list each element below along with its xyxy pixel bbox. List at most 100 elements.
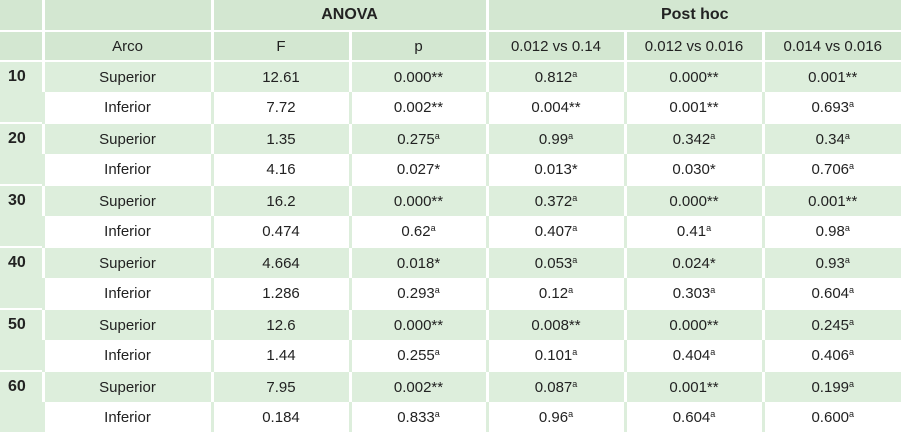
superscript: a (434, 408, 440, 419)
table-row: 20 Superior 1.35 0.275a 0.99a 0.342a 0.34a (0, 122, 901, 185)
value-cell: 0.93a (761, 246, 901, 278)
value-cell: 0.008** (485, 308, 625, 340)
superscript: a (710, 346, 716, 357)
value-text: 0.004** (531, 98, 581, 116)
value-cell: 0.184 (210, 402, 350, 432)
superscript: a (849, 378, 855, 389)
value-text: 0.693 (811, 98, 850, 116)
arco-cell: Inferior (41, 92, 212, 123)
group-header-row: ANOVA Post hoc (0, 0, 901, 32)
value-cell: 0.62a (348, 216, 487, 247)
table-row: Inferior 7.72 0.002** 0.004** 0.001** 0.693a (0, 92, 901, 123)
superscript: a (844, 130, 850, 141)
table-row: Inferior 1.44 0.255a 0.101a 0.404a 0.406a (0, 340, 901, 371)
value-text: 0.303 (672, 284, 711, 302)
value-text: 0.000** (669, 192, 719, 210)
superscript: a (849, 346, 855, 357)
value-cell: 0.001** (623, 92, 763, 123)
table-row: Inferior 1.286 0.293a 0.12a 0.303a 0.604a (0, 278, 901, 309)
value-cell: 0.407a (485, 216, 625, 247)
table-row: 60 Superior 7.95 0.002** 0.087a 0.001** 0.199a (0, 370, 901, 432)
value-text: 0.93 (815, 254, 845, 272)
group-title: ANOVA (210, 0, 487, 32)
value-text: 0.101 (534, 346, 573, 364)
value-cell: 1.44 (210, 340, 350, 371)
value-text: 0.62 (401, 222, 431, 240)
superscript: a (710, 284, 716, 295)
value-text: 0.812 (534, 68, 573, 86)
value-cell: 0.812a (485, 60, 625, 92)
value-cell: 12.6 (210, 308, 350, 340)
value-cell: 0.275a (348, 122, 487, 154)
value-cell: 0.342a (623, 122, 763, 154)
value-cell: 0.000** (348, 184, 487, 216)
arco-cell: Inferior (41, 154, 212, 185)
group-label: 10 (0, 60, 43, 123)
value-cell: 0.000** (348, 308, 487, 340)
value-text: 0.99 (538, 130, 569, 148)
superscript: a (849, 408, 855, 419)
empty-cell (0, 0, 43, 32)
superscript: a (572, 378, 578, 389)
value-cell: 0.024* (623, 246, 763, 278)
value-text: 1.286 (262, 284, 300, 302)
value-cell: 0.706a (761, 154, 901, 185)
value-text: 16.2 (266, 192, 296, 210)
column-header: F (210, 31, 350, 62)
value-cell: 0.087a (485, 370, 625, 402)
value-cell: 0.001** (761, 184, 901, 216)
value-cell: 0.018* (348, 246, 487, 278)
superscript: a (849, 160, 855, 171)
value-cell: 0.199a (761, 370, 901, 402)
value-text: 1.44 (266, 346, 296, 364)
superscript: a (572, 192, 578, 203)
table-row: Inferior 0.474 0.62a 0.407a 0.41a 0.98a (0, 216, 901, 247)
value-text: 0.000** (393, 192, 444, 210)
arco-cell: Superior (41, 246, 212, 278)
arco-cell: Superior (41, 370, 212, 402)
value-cell: 0.372a (485, 184, 625, 216)
empty-cell (0, 31, 43, 62)
value-text: 12.6 (266, 316, 296, 334)
value-cell: 7.72 (210, 92, 350, 123)
superscript: a (568, 284, 574, 295)
value-text: 0.41 (676, 222, 707, 240)
value-text: 0.013* (534, 160, 578, 178)
arco-cell: Inferior (41, 340, 212, 371)
superscript: a (434, 346, 440, 357)
value-text: 0.245 (811, 316, 850, 334)
value-cell: 0.013* (485, 154, 625, 185)
value-text: 0.000** (669, 316, 719, 334)
superscript: a (710, 130, 716, 141)
value-text: 7.95 (266, 378, 296, 396)
group-label: 30 (0, 184, 43, 247)
superscript: a (849, 98, 855, 109)
value-cell: 0.027* (348, 154, 487, 185)
value-cell: 0.101a (485, 340, 625, 371)
superscript: a (568, 408, 574, 419)
value-cell: 0.002** (348, 370, 487, 402)
value-text: 0.604 (672, 408, 711, 426)
group-label: 40 (0, 246, 43, 309)
value-text: 0.000** (393, 68, 444, 86)
value-text: 0.000** (669, 68, 719, 86)
value-cell: 0.000** (348, 60, 487, 92)
table-row: 50 Superior 12.6 0.000** 0.008** 0.000** 0.245… (0, 308, 901, 371)
table-row: 30 Superior 16.2 0.000** 0.372a 0.000** 0.001*… (0, 184, 901, 247)
column-header: 0.014 vs 0.016 (761, 31, 901, 62)
superscript: a (844, 254, 850, 265)
value-text: 12.61 (262, 68, 300, 86)
arco-cell: Inferior (41, 278, 212, 309)
value-text: 0.706 (811, 160, 850, 178)
value-text: 0.404 (672, 346, 711, 364)
value-text: 0.027* (396, 160, 441, 178)
value-text: 0.024* (672, 254, 716, 272)
value-text: 0.474 (262, 222, 300, 240)
value-cell: 0.004** (485, 92, 625, 123)
column-header: p (348, 31, 487, 62)
superscript: a (430, 222, 436, 233)
superscript: a (710, 408, 716, 419)
value-cell: 0.12a (485, 278, 625, 309)
